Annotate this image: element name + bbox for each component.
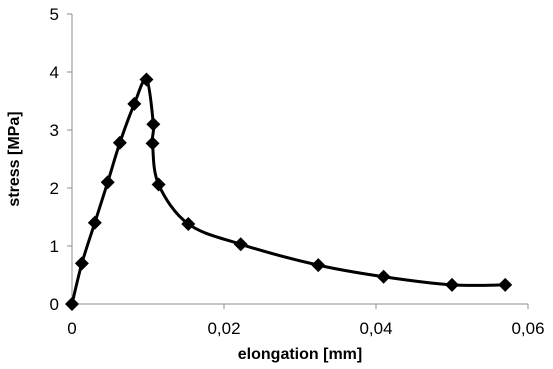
series-line — [70, 77, 507, 306]
y-tick-label: 4 — [50, 63, 59, 82]
axes — [67, 13, 529, 309]
y-tick-label: 3 — [50, 121, 59, 140]
data-point-diamond — [376, 269, 391, 284]
data-point-diamond — [87, 215, 102, 230]
data-point-diamond — [151, 177, 166, 192]
x-tick-label: 0,02 — [207, 319, 240, 338]
data-point-diamond — [74, 256, 89, 271]
data-point-diamond — [112, 135, 127, 150]
data-point-diamond — [311, 258, 326, 273]
y-tick-label: 5 — [50, 5, 59, 24]
data-point-diamond — [498, 277, 513, 292]
tick-labels: 0 1 2 3 4 5 0 0,02 0,04 0,06 — [50, 5, 545, 338]
y-tick-label: 1 — [50, 237, 59, 256]
x-axis-title: elongation [mm] — [238, 346, 362, 363]
data-point-diamond — [145, 136, 160, 151]
data-point-diamond — [139, 72, 154, 87]
data-point-diamond — [127, 96, 142, 111]
data-point-diamond — [445, 277, 459, 292]
data-point-diamond — [233, 237, 248, 252]
x-tick-label: 0,06 — [511, 319, 544, 338]
y-tick-label: 0 — [50, 295, 59, 314]
x-tick-label: 0 — [67, 319, 76, 338]
data-point-diamond — [146, 117, 161, 132]
series-layer — [65, 72, 513, 311]
data-point-diamond — [65, 297, 79, 311]
y-tick-label: 2 — [50, 179, 59, 198]
data-point-diamond — [100, 175, 115, 190]
data-point-diamond — [181, 216, 196, 231]
y-axis-title: stress [MPa] — [6, 111, 23, 206]
x-tick-label: 0,04 — [359, 319, 392, 338]
